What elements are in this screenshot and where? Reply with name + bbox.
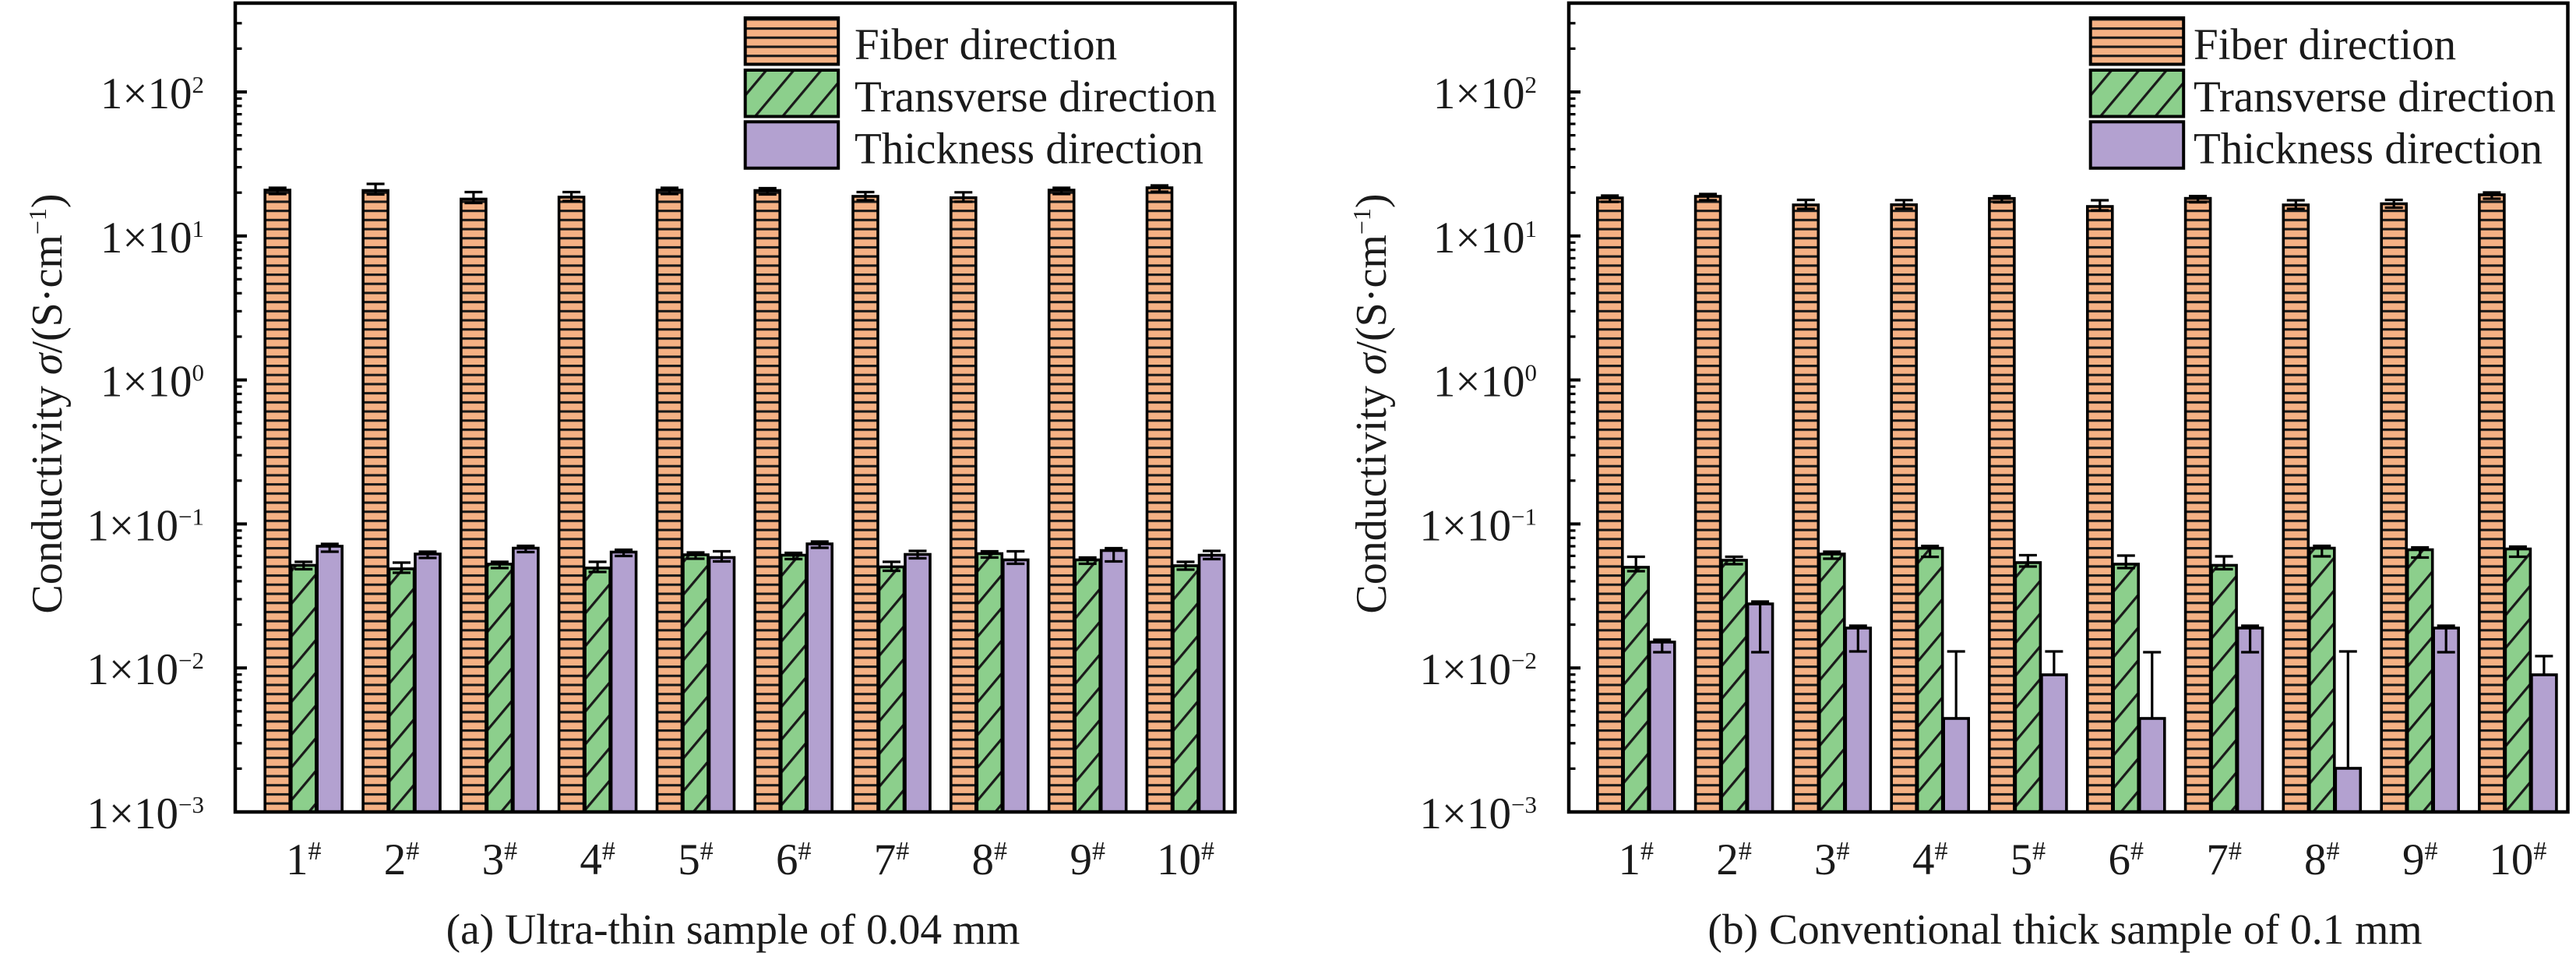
svg-text:(b) Conventional thick sample: (b) Conventional thick sample of 0.1 mm xyxy=(1707,906,2422,954)
svg-text:Transverse direction: Transverse direction xyxy=(855,72,1217,122)
svg-text:2#: 2# xyxy=(1716,835,1752,884)
svg-text:1×102: 1×102 xyxy=(1433,69,1537,118)
svg-text:Transverse direction: Transverse direction xyxy=(2194,72,2556,122)
svg-text:1×10−1: 1×10−1 xyxy=(1419,501,1537,550)
svg-text:1×102: 1×102 xyxy=(100,69,204,118)
svg-text:1×101: 1×101 xyxy=(100,214,204,263)
svg-text:Fiber direction: Fiber direction xyxy=(855,20,1117,69)
svg-text:Fiber direction: Fiber direction xyxy=(2194,20,2456,69)
svg-text:Thickness direction: Thickness direction xyxy=(855,124,1203,173)
svg-text:1×100: 1×100 xyxy=(1433,358,1537,407)
svg-text:1#: 1# xyxy=(1618,835,1654,884)
svg-text:3#: 3# xyxy=(482,835,518,884)
svg-text:1×100: 1×100 xyxy=(100,358,204,407)
svg-text:1×101: 1×101 xyxy=(1433,214,1537,263)
svg-text:Thickness direction: Thickness direction xyxy=(2194,124,2543,173)
svg-text:Conductivity σ/(S·cm−1): Conductivity σ/(S·cm−1) xyxy=(23,193,72,613)
svg-text:9#: 9# xyxy=(1070,835,1105,884)
svg-text:(a) Ultra-thin sample of 0.04: (a) Ultra-thin sample of 0.04 mm xyxy=(446,906,1020,954)
svg-text:1×10−3: 1×10−3 xyxy=(86,789,204,838)
svg-text:Conductivity σ/(S·cm−1): Conductivity σ/(S·cm−1) xyxy=(1348,193,1396,613)
